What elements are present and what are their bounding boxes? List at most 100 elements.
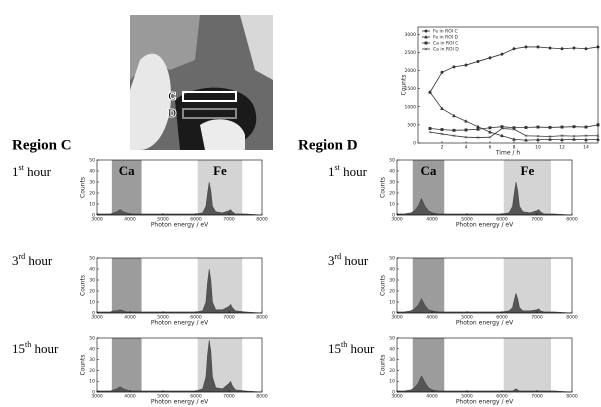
x-tick-label: 8000 <box>566 217 578 223</box>
row-label-part: hour <box>347 341 375 356</box>
x-tick-label: 12 <box>559 145 565 151</box>
y-tick-label: 10 <box>89 379 95 385</box>
point <box>501 53 504 56</box>
y-tick-label: 30 <box>389 180 395 186</box>
x-axis-label: Photon energy / eV <box>456 320 514 327</box>
x-tick-label: 8000 <box>256 217 268 223</box>
y-tick-label: 30 <box>89 180 95 186</box>
point <box>441 71 444 74</box>
row-label-part: hour <box>341 253 369 268</box>
y-tick-label: 1000 <box>405 104 417 110</box>
energy-band <box>112 338 142 392</box>
y-tick-label: 0 <box>392 311 395 317</box>
band-label: Ca <box>421 163 437 178</box>
roi-label: C <box>168 91 175 103</box>
x-tick-label: 7000 <box>531 217 543 223</box>
y-tick-label: 10 <box>389 379 395 385</box>
y-axis-label: Counts <box>80 275 87 296</box>
legend-label: Fe in ROI C <box>433 29 458 35</box>
x-tick-label: 8000 <box>566 315 578 321</box>
y-tick-label: 30 <box>389 357 395 363</box>
row-label-part: hour <box>340 164 368 179</box>
y-tick-label: 0 <box>413 141 416 147</box>
point <box>513 47 516 50</box>
point <box>489 127 491 129</box>
energy-band <box>112 258 142 313</box>
row-label-part: rd <box>19 252 26 261</box>
y-tick-label: 10 <box>389 300 395 306</box>
y-tick-label: 20 <box>89 289 95 295</box>
x-tick-label: 10 <box>535 145 541 151</box>
x-tick-label: 4000 <box>426 394 438 400</box>
point <box>477 60 480 63</box>
y-tick-label: 10 <box>389 202 395 208</box>
x-tick-label: 8000 <box>256 394 268 400</box>
y-tick-label: 30 <box>389 278 395 284</box>
point <box>525 126 527 128</box>
point <box>425 30 428 33</box>
row-label-part: 15 <box>328 341 341 356</box>
point <box>441 128 443 130</box>
x-tick-label: 4000 <box>124 217 136 223</box>
y-axis-label: Counts <box>380 355 387 376</box>
y-tick-label: 40 <box>89 267 95 273</box>
point <box>537 46 540 49</box>
y-tick-label: 40 <box>389 267 395 273</box>
point <box>465 64 468 67</box>
y-axis-label: Counts <box>80 177 87 198</box>
point <box>429 127 431 129</box>
y-tick-label: 3000 <box>405 32 417 38</box>
legend-label: Fe in ROI D <box>433 35 459 41</box>
band-label: Fe <box>521 163 535 178</box>
y-tick-label: 50 <box>389 336 395 342</box>
row-label-part: hour <box>25 253 53 268</box>
point <box>561 126 563 128</box>
y-axis-label: Counts <box>401 75 408 96</box>
x-tick-label: 4000 <box>426 315 438 321</box>
row-label-part: rd <box>335 252 342 261</box>
x-axis-label: Photon energy / eV <box>151 222 209 229</box>
region-title: Region D <box>298 137 358 153</box>
row-label-part: 15 <box>12 341 25 356</box>
region-title: Region C <box>12 137 72 153</box>
point <box>453 66 456 69</box>
y-tick-label: 50 <box>389 158 395 164</box>
y-axis-label: Counts <box>380 177 387 198</box>
y-tick-label: 30 <box>89 357 95 363</box>
x-axis-label: Photon energy / eV <box>151 320 209 327</box>
point <box>453 129 455 131</box>
x-tick-label: 7000 <box>531 315 543 321</box>
point <box>425 42 427 44</box>
x-tick-label: 6 <box>489 145 492 151</box>
row-label: 3rd hour <box>328 252 369 268</box>
y-tick-label: 30 <box>89 278 95 284</box>
energy-band <box>504 338 551 392</box>
y-tick-label: 20 <box>389 368 395 374</box>
legend-label: Ca in ROI D <box>433 47 459 53</box>
energy-band <box>504 258 551 313</box>
roi-label: D <box>168 108 176 120</box>
y-tick-label: 40 <box>89 346 95 352</box>
y-tick-label: 2000 <box>405 68 417 74</box>
y-tick-label: 20 <box>389 289 395 295</box>
y-tick-label: 500 <box>407 122 416 128</box>
x-tick-label: 7000 <box>223 217 235 223</box>
x-tick-label: 7000 <box>223 315 235 321</box>
micrograph: C D <box>130 15 273 150</box>
point <box>489 57 492 60</box>
x-axis-label: Photon energy / eV <box>456 222 514 229</box>
y-tick-label: 20 <box>389 191 395 197</box>
y-tick-label: 50 <box>389 256 395 262</box>
y-tick-label: 0 <box>392 213 395 219</box>
x-tick-label: 7000 <box>223 394 235 400</box>
y-tick-label: 20 <box>89 191 95 197</box>
point <box>585 126 587 128</box>
y-tick-label: 10 <box>89 300 95 306</box>
legend-label: Ca in ROI C <box>433 41 458 47</box>
point <box>573 125 575 127</box>
row-label: 1st hour <box>328 163 368 179</box>
row-label-part: hour <box>31 341 59 356</box>
y-tick-label: 40 <box>389 346 395 352</box>
y-tick-label: 50 <box>89 256 95 262</box>
y-tick-label: 0 <box>92 311 95 317</box>
